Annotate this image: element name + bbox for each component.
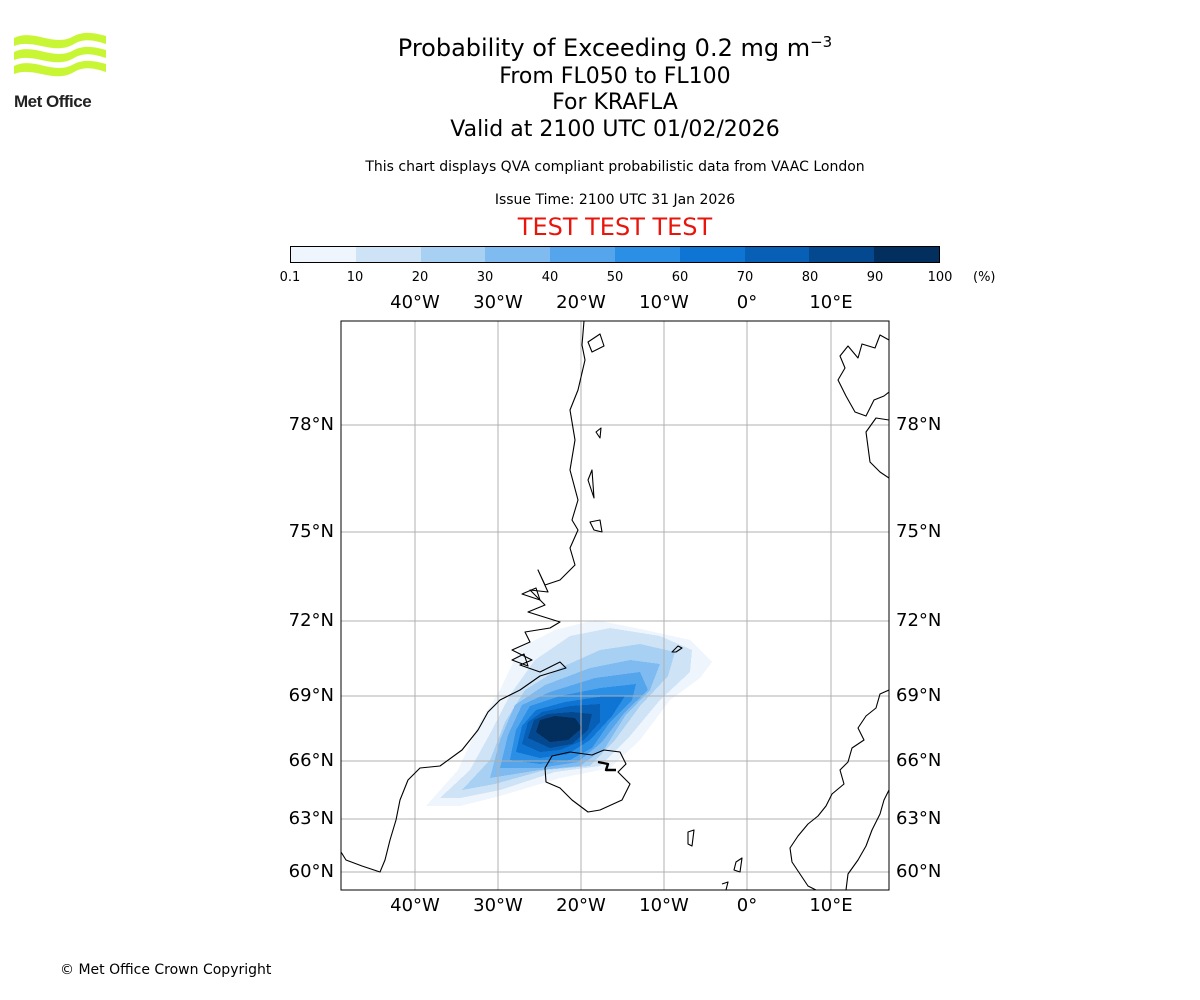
greenland-coast-islands (511, 333, 605, 667)
longitude-label: 40°W (390, 292, 440, 313)
colorbar-tick-label: 40 (541, 270, 559, 285)
colorbar-segment (679, 247, 745, 262)
title-main: Probability of Exceeding 0.2 mg m (397, 34, 811, 62)
copyright-notice: © Met Office Crown Copyright (60, 962, 272, 978)
met-office-waves-icon (14, 32, 106, 77)
longitude-label: 0° (736, 895, 758, 916)
colorbar-segment (485, 247, 551, 262)
jan-mayen (671, 645, 683, 653)
longitude-label: 0° (736, 292, 758, 313)
iceland-coast (544, 749, 631, 813)
latitude-label: 75°N (896, 521, 942, 542)
logo-text: Met Office (14, 92, 92, 111)
title-superscript: −3 (810, 33, 833, 51)
latitude-label: 63°N (288, 808, 334, 829)
chart-description: This chart displays QVA compliant probab… (365, 159, 865, 175)
map-frame (340, 320, 890, 891)
colorbar-tick-label: 100 (927, 270, 953, 285)
longitude-label: 10°W (639, 895, 689, 916)
chart-title: Probability of Exceeding 0.2 mg m−3 (330, 26, 900, 64)
colorbar-segment (420, 247, 486, 262)
latitude-label: 72°N (896, 610, 942, 631)
colorbar-segment (291, 247, 356, 262)
coastlines (341, 321, 889, 890)
latitude-label: 60°N (896, 861, 942, 882)
latitude-label: 69°N (288, 685, 334, 706)
map-background (341, 321, 889, 890)
latitude-label: 78°N (896, 414, 942, 435)
met-office-logo: Met Office (14, 30, 110, 112)
colorbar-tick-label: 60 (671, 270, 689, 285)
longitude-label: 10°E (809, 895, 853, 916)
valid-time: Valid at 2100 UTC 01/02/2026 (450, 117, 780, 142)
colorbar-segment (550, 247, 615, 262)
shetland-islands (721, 857, 743, 890)
volcano-name: For KRAFLA (552, 90, 678, 115)
greenland-coast (341, 321, 586, 873)
colorbar-tick-label: 30 (476, 270, 494, 285)
colorbar-segment (874, 247, 939, 262)
latitude-label: 63°N (896, 808, 942, 829)
colorbar-tick-label: 80 (801, 270, 819, 285)
colorbar-segment (355, 247, 421, 262)
norway-coast (789, 689, 889, 890)
krafla-marker (597, 760, 616, 772)
colorbar-units: (%) (973, 270, 996, 285)
longitude-label: 30°W (473, 292, 523, 313)
longitude-label: 10°W (639, 292, 689, 313)
altitude-range: From FL050 to FL100 (499, 64, 731, 89)
probability-colorbar (290, 246, 940, 263)
issue-time: Issue Time: 2100 UTC 31 Jan 2026 (494, 192, 736, 208)
latitude-label: 60°N (288, 861, 334, 882)
colorbar-segment (809, 247, 875, 262)
latitude-label: 69°N (896, 685, 942, 706)
ash-level-10 (536, 716, 582, 742)
colorbar-segment (744, 247, 810, 262)
colorbar-tick-label: 10 (346, 270, 364, 285)
longitude-label: 20°W (556, 895, 606, 916)
colorbar-tick-label: 0.1 (279, 270, 301, 285)
colorbar-tick-label: 70 (736, 270, 754, 285)
map-gridlines (341, 321, 889, 890)
colorbar-segment (614, 247, 680, 262)
colorbar-tick-label: 90 (866, 270, 884, 285)
test-banner: TEST TEST TEST (517, 213, 713, 241)
latitude-label: 75°N (288, 521, 334, 542)
colorbar-tick-label: 20 (411, 270, 429, 285)
latitude-label: 66°N (288, 750, 334, 771)
longitude-label: 10°E (809, 292, 853, 313)
longitude-label: 30°W (473, 895, 523, 916)
longitude-label: 20°W (556, 292, 606, 313)
latitude-label: 66°N (896, 750, 942, 771)
latitude-label: 72°N (288, 610, 334, 631)
colorbar-tick-label: 50 (606, 270, 624, 285)
latitude-label: 78°N (288, 414, 334, 435)
faroe-islands (687, 829, 695, 847)
longitude-label: 40°W (390, 895, 440, 916)
svalbard-coast (837, 334, 889, 479)
